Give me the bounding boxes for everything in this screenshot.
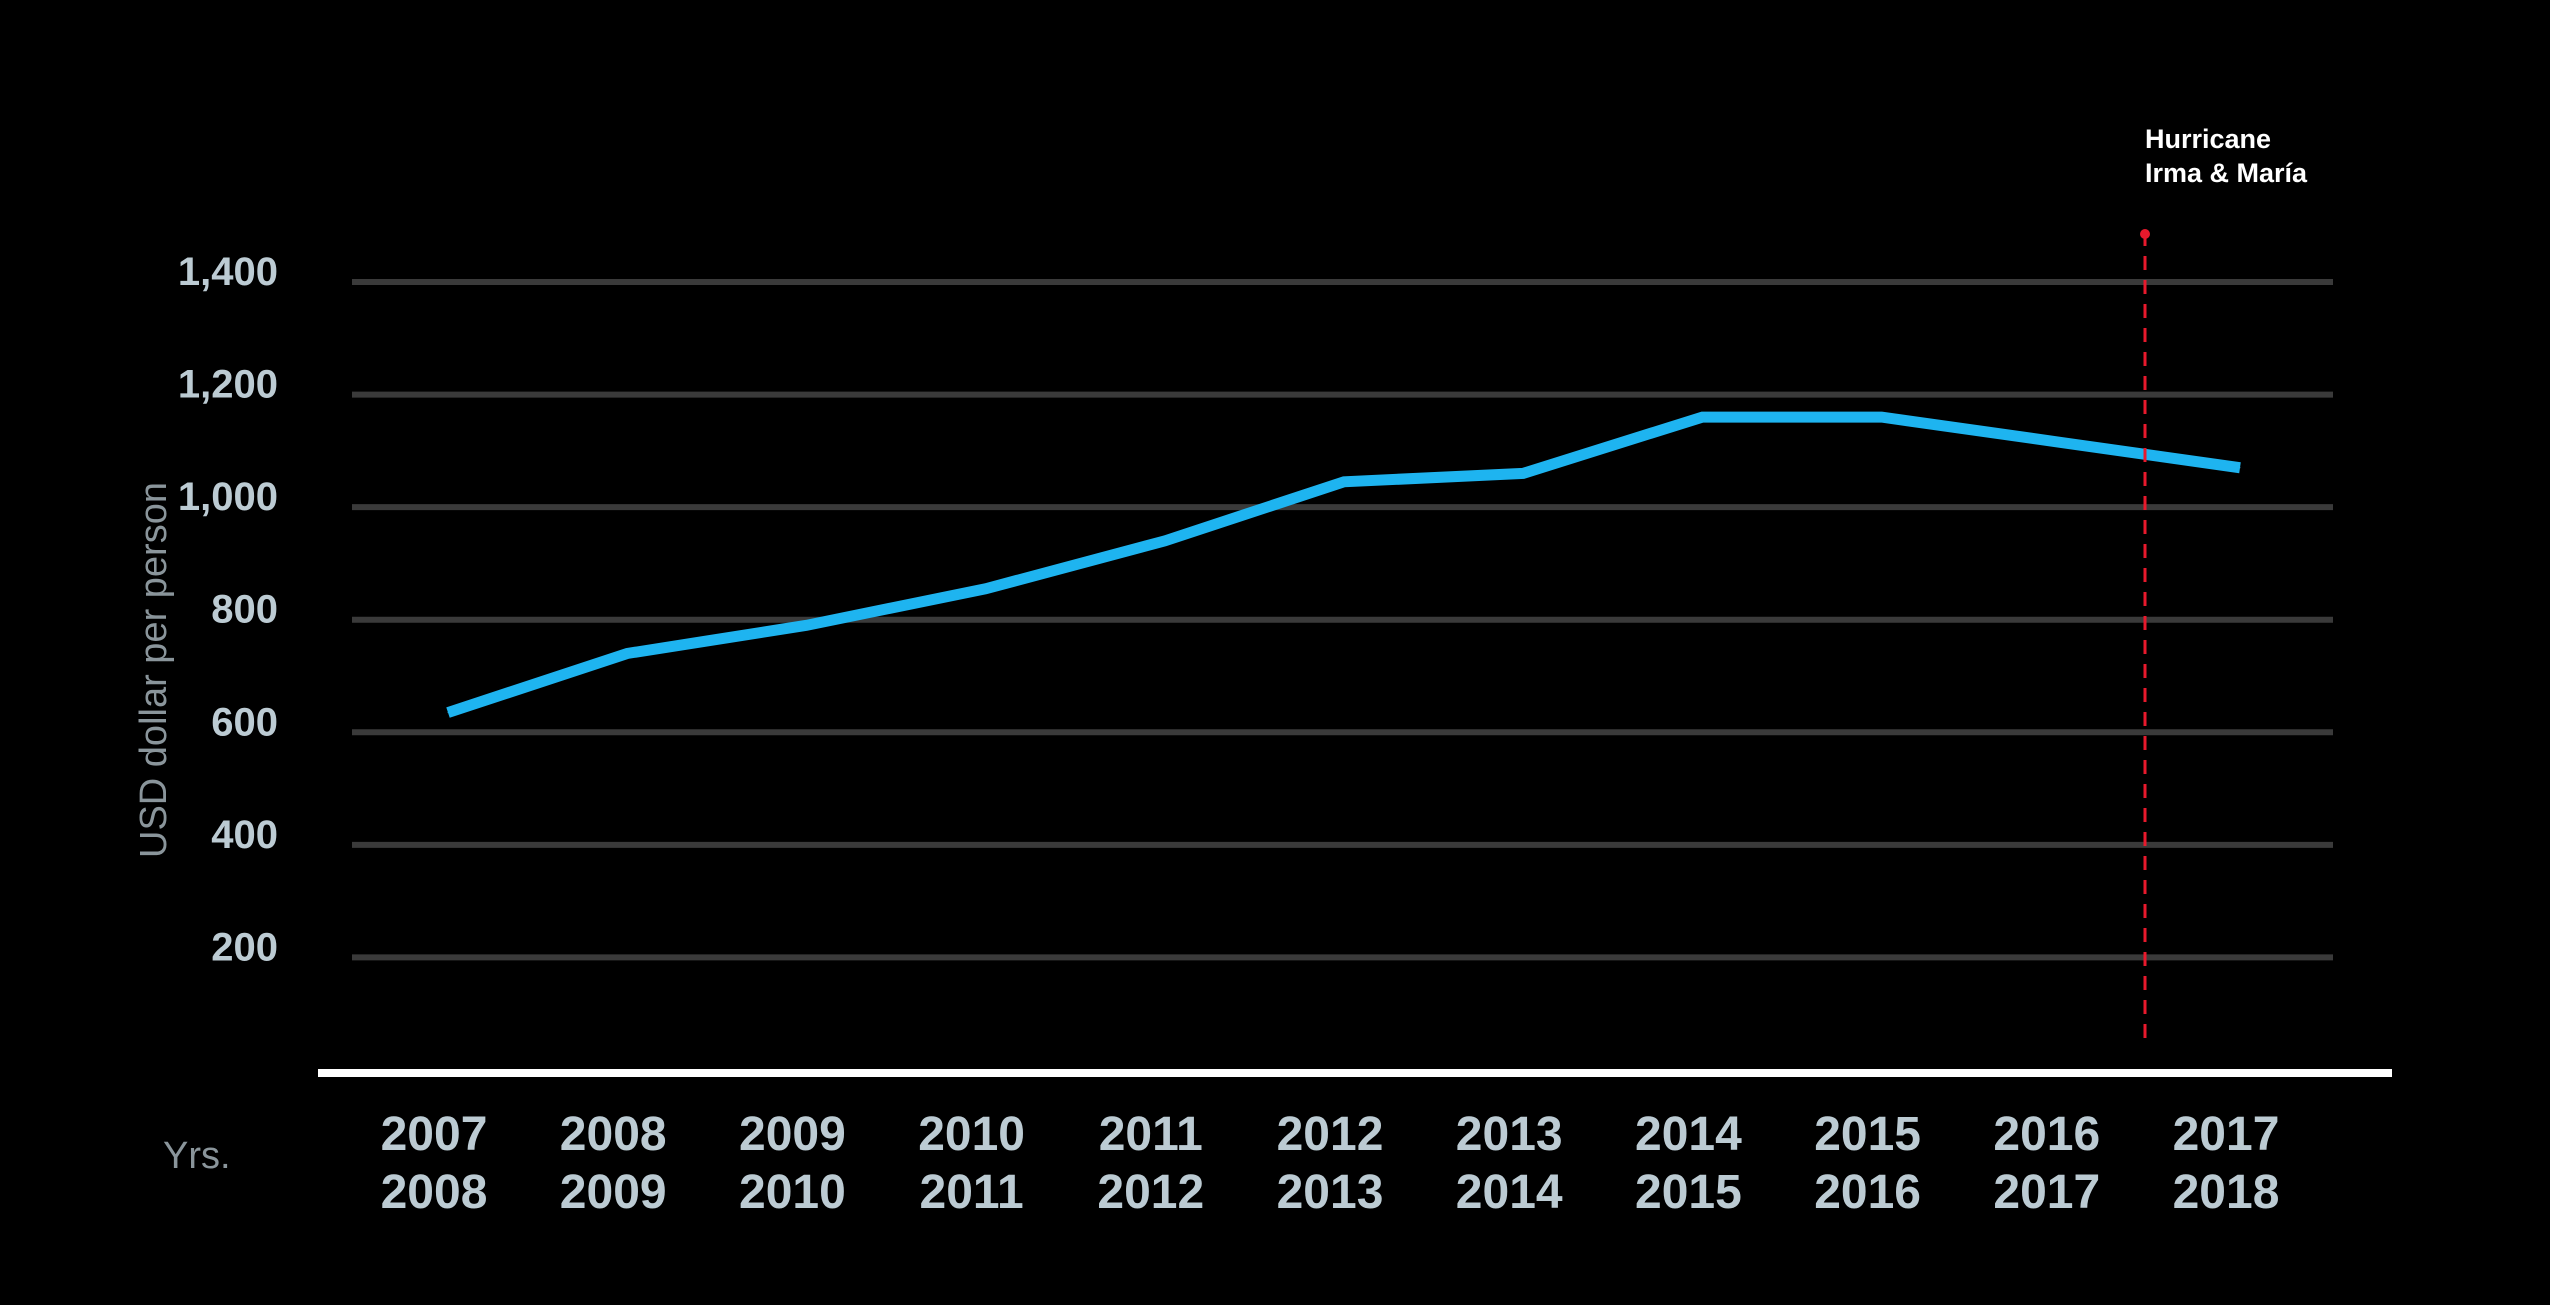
- series-line: [446, 411, 2241, 718]
- x-tick-label-end: 2009: [560, 1166, 667, 1219]
- data-point: [1881, 416, 1883, 418]
- x-tick-label-start: 2015: [1814, 1108, 1921, 1161]
- y-axis-ticks: 200 400 600 800 1,000 1,200 1,400: [178, 250, 278, 969]
- x-tick-label-end: 2014: [1456, 1166, 1563, 1219]
- data-point: [985, 588, 987, 590]
- x-tick-label-start: 2008: [560, 1108, 667, 1161]
- data-point: [1701, 416, 1703, 418]
- x-tick-label-end: 2012: [1097, 1166, 1204, 1219]
- y-tick-label: 1,000: [178, 475, 278, 519]
- x-tick-label-start: 2010: [918, 1108, 1025, 1161]
- x-tick-label-start: 2017: [2173, 1108, 2280, 1161]
- x-tick-label-end: 2008: [381, 1166, 488, 1219]
- data-point: [626, 652, 628, 654]
- x-tick-label-end: 2013: [1277, 1166, 1384, 1219]
- event-annotation-label: Irma & María: [2145, 158, 2308, 188]
- x-tick-label-end: 2018: [2173, 1166, 2280, 1219]
- y-tick-label: 200: [211, 925, 278, 969]
- x-tick-label-end: 2015: [1635, 1166, 1742, 1219]
- annotations: Hurricane Irma & María: [2140, 124, 2308, 1042]
- data-point: [2239, 467, 2241, 469]
- x-tick-label-start: 2011: [1099, 1108, 1203, 1161]
- data-point: [1164, 540, 1166, 542]
- x-axis-title: Yrs.: [163, 1135, 231, 1177]
- x-tick-label-start: 2016: [1993, 1108, 2100, 1161]
- y-tick-label: 400: [211, 813, 278, 857]
- gridlines: [318, 279, 2392, 1077]
- x-tick-label-start: 2013: [1456, 1108, 1563, 1161]
- x-axis-ticks: 2007200820082009200920102010201120112012…: [381, 1108, 2280, 1219]
- data-point: [2060, 441, 2062, 443]
- event-annotation-label: Hurricane: [2145, 124, 2271, 154]
- y-tick-label: 1,400: [178, 250, 278, 294]
- data-point: [447, 712, 449, 714]
- y-tick-label: 600: [211, 700, 278, 744]
- event-marker-dot: [2140, 229, 2150, 239]
- x-tick-label-end: 2011: [920, 1166, 1024, 1219]
- y-axis-title: USD dollar per person: [133, 482, 175, 858]
- x-tick-label-start: 2012: [1277, 1108, 1384, 1161]
- series-layer: [446, 411, 2241, 718]
- x-tick-label-start: 2009: [739, 1108, 846, 1161]
- y-tick-label: 800: [211, 588, 278, 632]
- x-tick-label-end: 2010: [739, 1166, 846, 1219]
- data-point: [1522, 472, 1524, 474]
- x-tick-label-end: 2016: [1814, 1166, 1921, 1219]
- x-tick-label-start: 2007: [381, 1108, 488, 1161]
- x-tick-label-end: 2017: [1993, 1166, 2100, 1219]
- data-point: [1343, 481, 1345, 483]
- y-tick-label: 1,200: [178, 363, 278, 407]
- x-tick-label-start: 2014: [1635, 1108, 1742, 1161]
- data-point: [805, 624, 807, 626]
